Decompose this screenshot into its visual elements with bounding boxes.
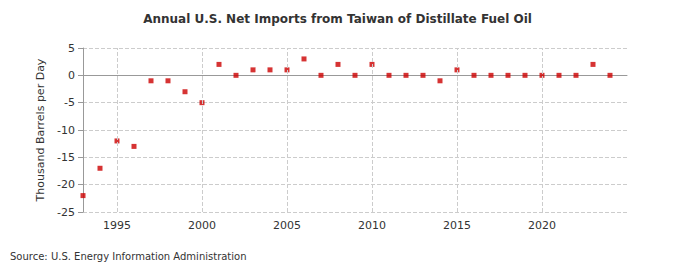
svg-text:2005: 2005 [273,219,301,232]
svg-text:0: 0 [68,69,75,82]
svg-text:Annual U.S. Net Imports from T: Annual U.S. Net Imports from Taiwan of D… [143,12,532,26]
svg-text:5: 5 [68,42,75,55]
svg-text:-25: -25 [57,206,75,219]
svg-text:Source: U.S. Energy Informatio: Source: U.S. Energy Information Administ… [10,251,247,262]
svg-text:2010: 2010 [358,219,386,232]
svg-text:2015: 2015 [443,219,471,232]
svg-text:2020: 2020 [528,219,556,232]
svg-text:1995: 1995 [103,219,131,232]
svg-text:Thousand Barrels per Day: Thousand Barrels per Day [34,58,47,202]
svg-text:-15: -15 [57,151,75,164]
svg-text:-20: -20 [57,178,75,191]
svg-text:-10: -10 [57,124,75,137]
svg-text:-5: -5 [64,96,75,109]
svg-text:2000: 2000 [188,219,216,232]
